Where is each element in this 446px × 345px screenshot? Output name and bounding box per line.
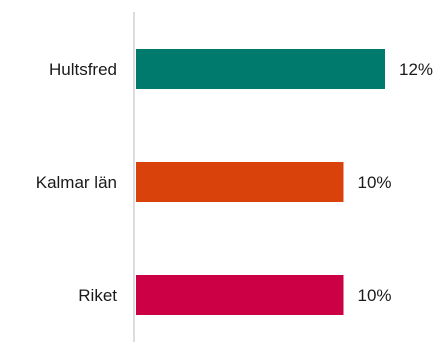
category-label: Hultsfred — [49, 60, 117, 79]
value-label: 12% — [399, 60, 433, 79]
bar-kalmar-län — [136, 162, 344, 202]
category-label: Kalmar län — [36, 173, 117, 192]
bar-hultsfred — [136, 49, 385, 89]
bar-riket — [136, 275, 344, 315]
value-label: 10% — [358, 173, 392, 192]
value-label: 10% — [358, 286, 392, 305]
category-label: Riket — [78, 286, 117, 305]
bars-group: Hultsfred 12% Kalmar län 10% Riket 10% — [36, 49, 433, 315]
